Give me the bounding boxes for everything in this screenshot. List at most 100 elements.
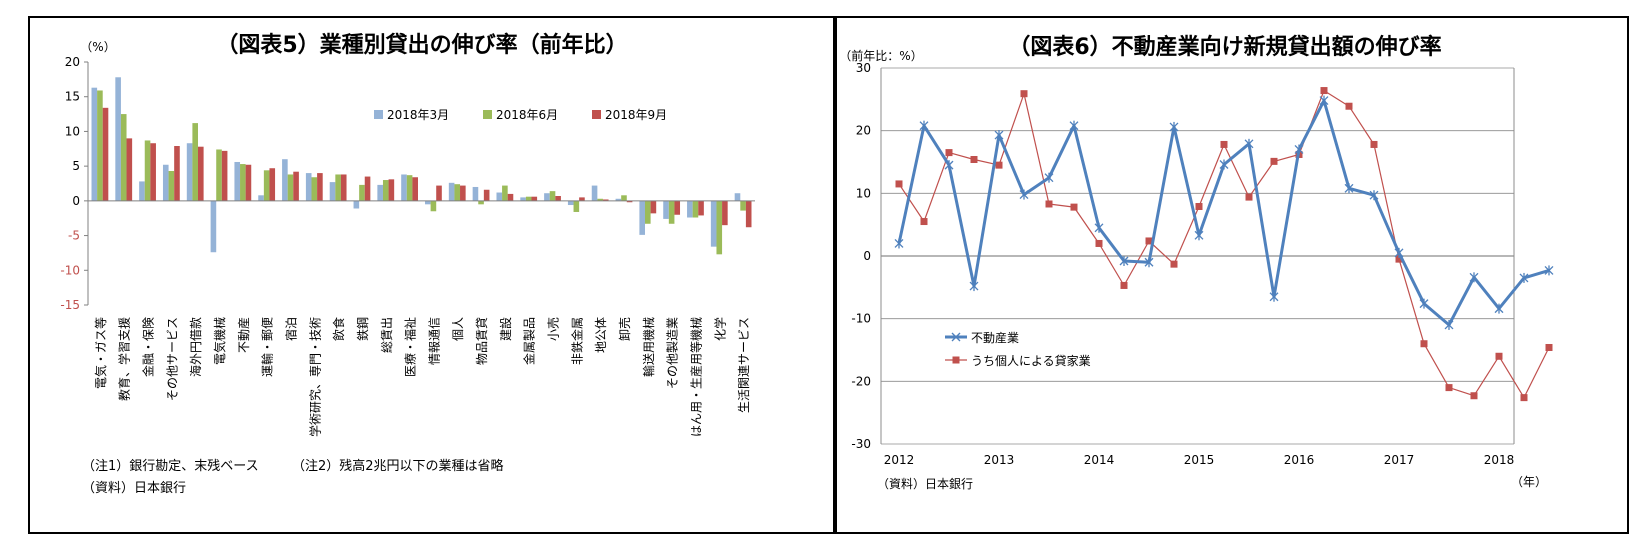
line-y-tick-label: 20 [856, 124, 871, 138]
bar-y-tick-label: 15 [65, 90, 80, 104]
bar [305, 173, 312, 201]
line-point [1170, 260, 1178, 268]
bar [626, 200, 633, 203]
bar [412, 177, 418, 201]
line-chart: （図表6）不動産業向け新規貸出額の伸び率 （前年比：%） 30 20 10 0 -10 -… [839, 34, 1554, 491]
bar-category-label: 情報通信 [427, 317, 441, 365]
bar [430, 200, 437, 212]
bar [525, 196, 532, 201]
bar [353, 200, 360, 209]
bar [734, 193, 741, 201]
bar [448, 182, 455, 201]
line-point [945, 149, 953, 157]
bar-category-label: 輸送用機械 [641, 317, 656, 377]
bar-category-label: 不動産 [236, 317, 251, 353]
line-point [1520, 394, 1528, 402]
bar [192, 123, 198, 201]
line-y-tick-label: -20 [851, 374, 871, 388]
line-point [1320, 87, 1328, 95]
line-chart-title: （図表6）不動産業向け新規貸出額の伸び率 [1008, 34, 1441, 60]
bar-source: （資料）日本銀行 [82, 481, 186, 496]
line-point [1420, 340, 1428, 348]
bar-category-labels: 電気・ガス等 教育、学習支援 金融・保険 その他サービス 海外円借款 電気機械 不動産 運輸・… [93, 317, 751, 437]
line-series-path [897, 99, 1550, 327]
line-point [1494, 303, 1504, 314]
bar [263, 170, 270, 201]
bar [674, 200, 681, 215]
bar [174, 146, 180, 201]
bar-y-tick-label: 20 [65, 55, 80, 69]
bar [401, 174, 407, 201]
bar [478, 200, 484, 205]
bar [597, 198, 603, 201]
bar [364, 176, 371, 201]
bar-category-label: 卸売 [617, 317, 632, 341]
bar-category-label: はん用・生産用等機械 [688, 317, 703, 437]
bar [335, 174, 341, 201]
bar [544, 193, 550, 201]
bar [496, 192, 503, 201]
bar-category-label: 金属製品 [522, 317, 537, 365]
line-x-tick-label: 2015 [1184, 453, 1215, 467]
line-point [1395, 255, 1403, 263]
bar-category-label: 電気・ガス等 [93, 317, 108, 389]
bar-legend-swatch [374, 110, 383, 119]
bar [502, 185, 508, 201]
bar [698, 200, 704, 216]
bar-legend-label: 2018年3月 [387, 108, 449, 122]
line-point [1370, 140, 1378, 148]
line-point [1095, 239, 1103, 247]
line-x-tick-label: 2018 [1484, 453, 1515, 467]
line-point [1469, 272, 1479, 283]
bar-category-label: 海外円借款 [188, 317, 203, 377]
line-legend-label: 不動産業 [971, 330, 1019, 345]
bar-y-tick-label: 5 [72, 159, 80, 173]
bar [258, 195, 264, 201]
bar-legend: 2018年3月 2018年6月 2018年9月 [374, 108, 667, 122]
bar [293, 171, 299, 201]
bar [102, 107, 109, 201]
bar-category-label: 金融・保険 [141, 317, 156, 377]
line-legend-marker [951, 332, 961, 342]
line-y-tick-label: -30 [851, 437, 871, 451]
line-point [995, 161, 1003, 169]
bar [150, 143, 156, 201]
line-y-tick-label: 30 [856, 61, 871, 75]
bar-category-label: 化学 [712, 317, 727, 341]
line-point [1344, 183, 1354, 194]
bar [692, 200, 699, 218]
line-point [1219, 159, 1229, 170]
bar [139, 181, 145, 201]
line-point [1544, 265, 1554, 276]
bar [115, 77, 121, 201]
bar-category-label: その他製造業 [666, 317, 680, 389]
bar-category-label: 宿泊 [284, 317, 299, 341]
bar-category-label: 生活関連サービス [737, 317, 751, 413]
bar-category-label: 教育、学習支援 [117, 317, 132, 401]
line-y-tick-label: -10 [851, 312, 871, 326]
bar-category-label: 鉄鋼 [355, 317, 370, 341]
line-point [1519, 272, 1529, 283]
bar [198, 146, 204, 201]
bar-category-label: 総賃出 [379, 317, 394, 353]
line-chart-panel: （図表6）不動産業向け新規貸出額の伸び率 （前年比：%） 30 20 10 0 -10 -… [835, 16, 1629, 534]
line-chart-source: （資料）日本銀行 [877, 477, 973, 491]
bar-category-label: 医療・福祉 [403, 317, 418, 377]
line-chart-unit-label: （前年比：%） [839, 48, 922, 63]
bar [520, 197, 526, 201]
bar [97, 90, 103, 201]
bar-category-label: その他サービス [165, 317, 179, 401]
bar [454, 184, 461, 201]
line-point [1194, 230, 1204, 241]
bar [722, 200, 728, 226]
bar-legend-swatch [483, 110, 492, 119]
bar [472, 186, 479, 201]
bar-note-2: （注2）残高2兆円以下の業種は省略 [292, 458, 504, 474]
bar [234, 161, 241, 201]
line-point [919, 120, 929, 131]
bar [710, 200, 717, 247]
bar [483, 189, 490, 201]
line-point [1294, 144, 1304, 155]
line-x-axis: 2012 2013 2014 2015 2016 2017 2018 [884, 453, 1515, 467]
